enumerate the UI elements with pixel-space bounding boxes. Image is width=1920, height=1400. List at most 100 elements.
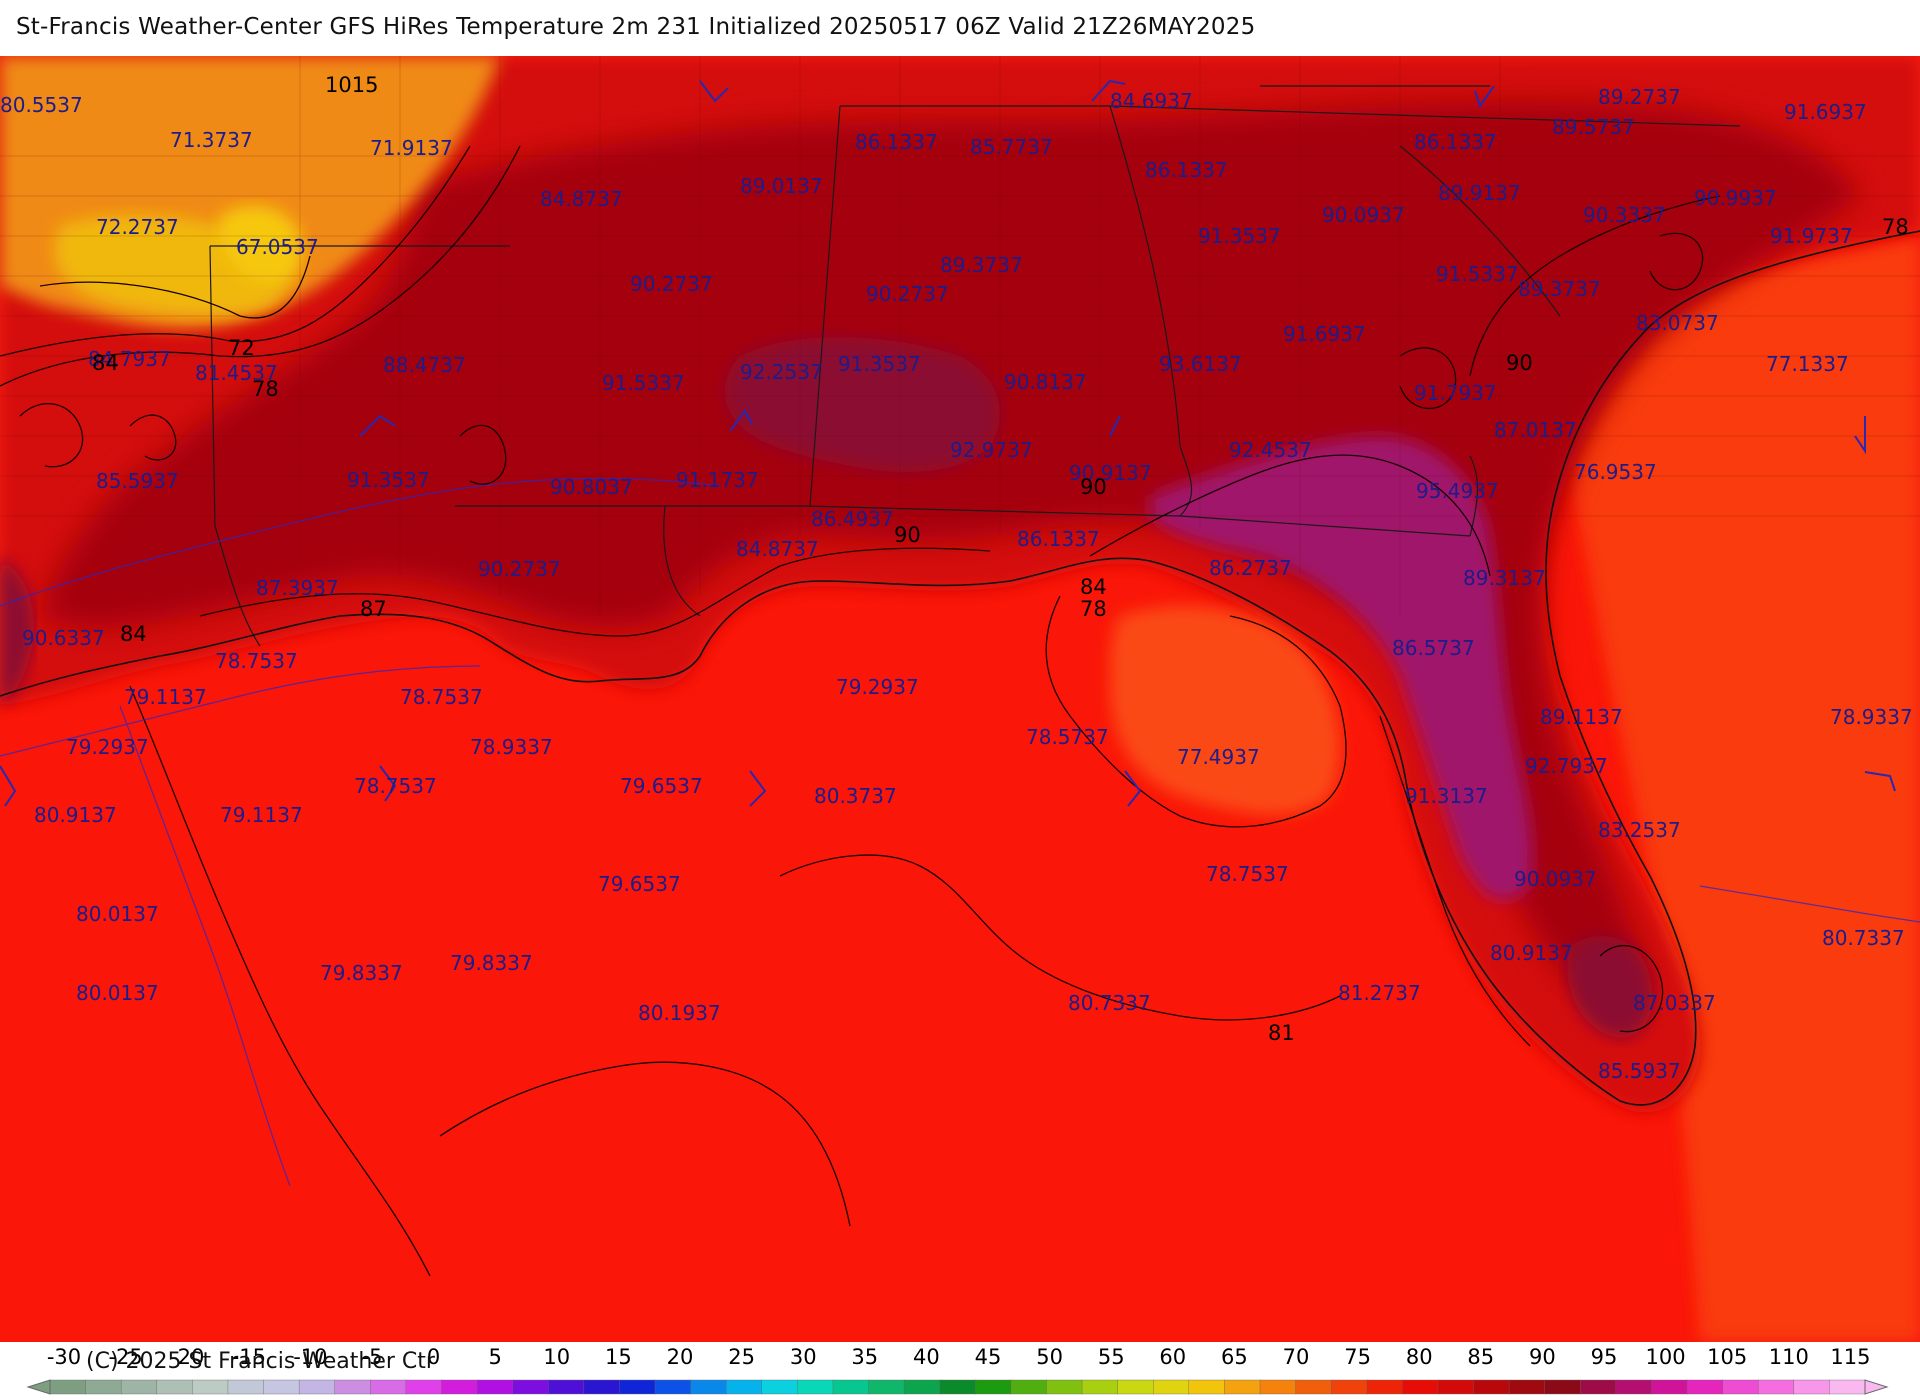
land-hot-field xyxy=(40,101,1860,1004)
temperature-value-label: 92.4537 xyxy=(1229,438,1312,462)
temperature-value-label: 77.1337 xyxy=(1766,352,1849,376)
legend-swatch xyxy=(1580,1379,1617,1395)
legend-swatch xyxy=(868,1379,905,1395)
legend-swatch xyxy=(1081,1379,1119,1395)
temperature-value-label: 90.6337 xyxy=(22,626,105,650)
legend-swatch xyxy=(1686,1379,1724,1395)
temperature-value-label: 77.4937 xyxy=(1177,745,1260,769)
legend-swatch xyxy=(405,1379,443,1395)
south-florida-core xyxy=(1567,936,1653,1038)
temperature-value-label: 87.0337 xyxy=(1633,991,1716,1015)
legend-swatch xyxy=(583,1379,621,1395)
map-title: St-Francis Weather-Center GFS HiRes Temp… xyxy=(16,14,1256,40)
temperature-value-label: 87.3937 xyxy=(256,576,339,600)
temperature-value-label: 89.9137 xyxy=(1438,181,1521,205)
temperature-value-label: 89.1137 xyxy=(1540,705,1623,729)
temperature-value-label: 84.7937 xyxy=(88,347,171,371)
temperature-value-label: 80.7337 xyxy=(1822,926,1905,950)
legend-tick: -25 xyxy=(108,1345,142,1369)
legend-tick: 80 xyxy=(1406,1345,1433,1369)
temperature-value-label: 78.5737 xyxy=(1026,725,1109,749)
temperature-value-label: 79.2937 xyxy=(66,735,149,759)
temperature-value-label: 86.4937 xyxy=(811,507,894,531)
legend-swatch xyxy=(619,1379,656,1395)
legend-swatch xyxy=(1651,1379,1688,1395)
legend-swatch xyxy=(85,1379,122,1395)
legend-tick: 25 xyxy=(728,1345,755,1369)
temperature-value-label: 81.4537 xyxy=(195,361,278,385)
legend-swatch xyxy=(1224,1379,1261,1395)
legend-max-arrow xyxy=(1864,1379,1889,1395)
wind-barbs xyxy=(0,79,1896,807)
temperature-value-label: 90.8137 xyxy=(1004,370,1087,394)
legend-swatch xyxy=(192,1379,229,1395)
legend-swatch xyxy=(370,1379,407,1395)
temperature-value-label: 91.3537 xyxy=(347,468,430,492)
legend-tick: 90 xyxy=(1529,1345,1556,1369)
temperature-value-label: 80.0137 xyxy=(76,981,159,1005)
temperature-value-label: 88.4737 xyxy=(383,353,466,377)
legend-tick: 115 xyxy=(1830,1345,1870,1369)
temperature-value-label: 90.2737 xyxy=(478,557,561,581)
temperature-value-label: 78.9337 xyxy=(1830,705,1913,729)
legend-swatch xyxy=(298,1379,336,1395)
legend-swatch xyxy=(1330,1379,1368,1395)
isoline-label: 78 xyxy=(252,377,279,401)
temperature-value-label: 91.3137 xyxy=(1405,784,1488,808)
temperature-value-label: 95.4937 xyxy=(1416,479,1499,503)
temperature-value-label: 67.0537 xyxy=(236,235,319,259)
legend-tick: -5 xyxy=(362,1345,383,1369)
temperature-value-label: 85.5937 xyxy=(1598,1059,1681,1083)
temperature-value-label: 86.2737 xyxy=(1209,556,1292,580)
temperature-value-label: 90.9937 xyxy=(1694,186,1777,210)
temperature-value-label: 71.3737 xyxy=(170,128,253,152)
legend-tick: -20 xyxy=(170,1345,204,1369)
temperature-value-label: 91.3537 xyxy=(1198,224,1281,248)
temperature-value-label: 86.1337 xyxy=(1414,130,1497,154)
temperature-value-label: 90.0937 xyxy=(1322,203,1405,227)
legend-swatch xyxy=(690,1379,727,1395)
legend-swatch xyxy=(156,1379,194,1395)
temperature-value-label: 92.2537 xyxy=(740,360,823,384)
legend-tick: 95 xyxy=(1591,1345,1618,1369)
isoline-label: 84 xyxy=(1080,575,1107,599)
legend-swatch xyxy=(761,1379,799,1395)
temperature-value-label: 85.5937 xyxy=(96,469,179,493)
temperature-value-label: 91.6937 xyxy=(1283,322,1366,346)
temperature-value-label: 72.2737 xyxy=(96,215,179,239)
legend-tick: 100 xyxy=(1646,1345,1686,1369)
temperature-value-label: 89.3137 xyxy=(1463,566,1546,590)
temperature-value-label: 91.1737 xyxy=(676,468,759,492)
legend-swatch xyxy=(263,1379,300,1395)
isotherms xyxy=(0,145,1721,1277)
temperature-value-label: 92.7937 xyxy=(1525,754,1608,778)
temperature-value-label: 89.3737 xyxy=(1518,277,1601,301)
isoline-label: 87 xyxy=(360,597,387,621)
legend-tick: 5 xyxy=(489,1345,502,1369)
isoline-label: 90 xyxy=(894,523,921,547)
temperature-value-label: 85.7737 xyxy=(970,135,1053,159)
isoline-label: 90 xyxy=(1080,475,1107,499)
legend-swatch xyxy=(654,1379,692,1395)
isoline-label: 1015 xyxy=(325,73,378,97)
legend-swatch xyxy=(903,1379,941,1395)
temperature-value-label: 80.3737 xyxy=(814,784,897,808)
temperature-value-label: 76.9537 xyxy=(1574,460,1657,484)
legend-swatch xyxy=(1508,1379,1546,1395)
temperature-value-label: 84.8737 xyxy=(736,537,819,561)
legend-tick: 60 xyxy=(1159,1345,1186,1369)
legend-tick: 110 xyxy=(1769,1345,1809,1369)
hottest-band-florida xyxy=(1150,436,1533,901)
legend-tick: 20 xyxy=(667,1345,694,1369)
temperature-value-label: 90.8037 xyxy=(550,475,633,499)
hottest-band-texas xyxy=(0,556,34,706)
temperature-value-label: 92.9737 xyxy=(950,438,1033,462)
temperature-value-label: 90.2737 xyxy=(630,272,713,296)
temperature-value-label: 91.3537 xyxy=(838,352,921,376)
temperature-value-label: 79.1137 xyxy=(124,685,207,709)
legend-tick-labels: -30 -25 -20 -15 -10 -5 0 5 10 15 20 25 30 35 40 45 50 55 6… xyxy=(47,1345,1871,1369)
legend-swatch xyxy=(1758,1379,1795,1395)
temperature-value-label: 78.9337 xyxy=(470,735,553,759)
legend-swatch xyxy=(476,1379,514,1395)
